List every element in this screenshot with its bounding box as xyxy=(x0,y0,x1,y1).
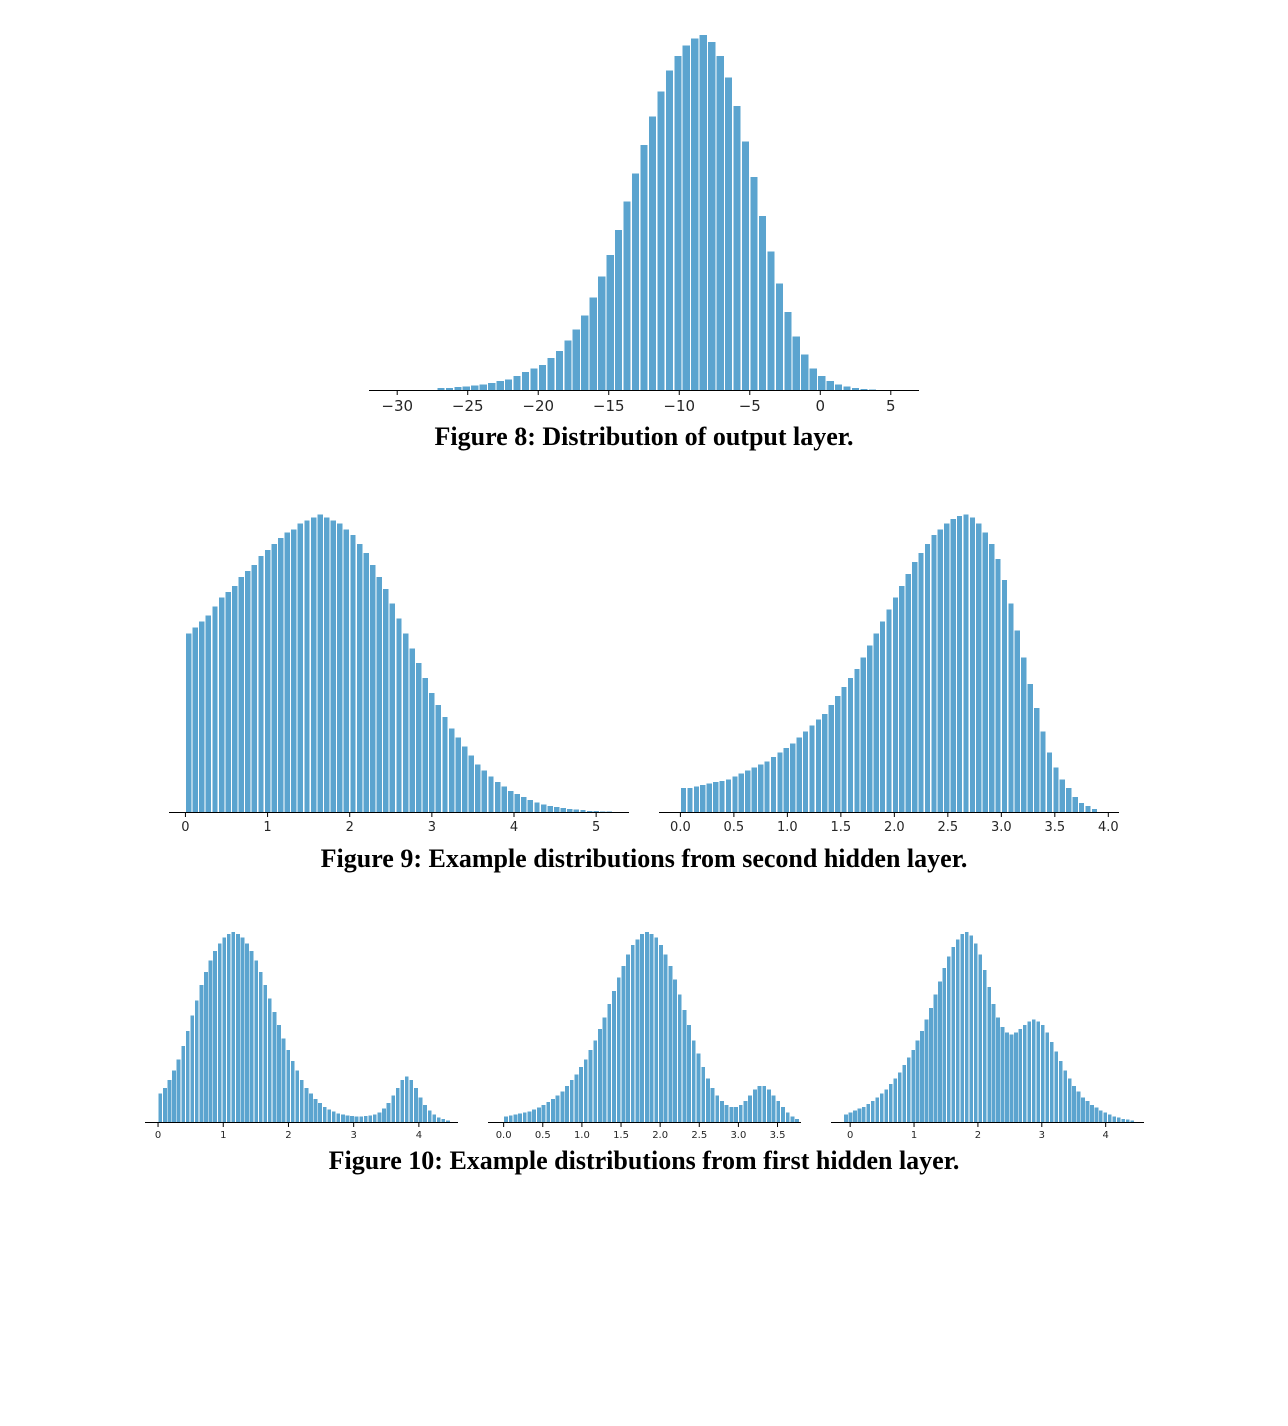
svg-text:0.5: 0.5 xyxy=(724,820,745,835)
figure-8-caption: Figure 8: Distribution of output layer. xyxy=(20,422,1268,452)
svg-text:−25: −25 xyxy=(452,397,484,415)
chart-fig8: −30 −25 −20 −15 −10 −5 0 5 xyxy=(359,20,929,420)
svg-text:1: 1 xyxy=(263,820,271,835)
svg-text:1.5: 1.5 xyxy=(831,820,852,835)
chart-fig10-right: 0 1 2 3 4 xyxy=(821,924,1154,1144)
chart-fig9-left: 0 1 2 3 4 5 xyxy=(159,502,639,842)
svg-text:5: 5 xyxy=(886,397,896,415)
svg-text:2.5: 2.5 xyxy=(691,1130,707,1141)
svg-text:−5: −5 xyxy=(739,397,761,415)
svg-text:0: 0 xyxy=(154,1130,160,1141)
svg-text:2: 2 xyxy=(974,1130,980,1141)
svg-text:2.0: 2.0 xyxy=(884,820,905,835)
chart-fig10-mid: 0.0 0.5 1.0 1.5 2.0 2.5 3.0 3.5 xyxy=(478,924,811,1144)
svg-text:1: 1 xyxy=(910,1130,916,1141)
svg-text:3: 3 xyxy=(1038,1130,1044,1141)
svg-text:3.0: 3.0 xyxy=(730,1130,746,1141)
chart-fig10-left: 0 1 2 3 4 xyxy=(135,924,468,1144)
figure-9-caption: Figure 9: Example distributions from sec… xyxy=(20,844,1268,874)
svg-text:3.0: 3.0 xyxy=(991,820,1012,835)
svg-text:0: 0 xyxy=(181,820,189,835)
svg-text:−20: −20 xyxy=(522,397,554,415)
svg-text:5: 5 xyxy=(592,820,600,835)
svg-text:0.0: 0.0 xyxy=(670,820,691,835)
figure-9-charts: 0 1 2 3 4 5 0.0 0.5 1.0 1.5 2.0 2.5 3.0 3.5 4.0 xyxy=(20,502,1268,842)
svg-text:2.5: 2.5 xyxy=(937,820,958,835)
svg-text:1.0: 1.0 xyxy=(777,820,798,835)
figure-8-charts: −30 −25 −20 −15 −10 −5 0 5 xyxy=(20,20,1268,420)
svg-text:2: 2 xyxy=(285,1130,291,1141)
svg-text:0: 0 xyxy=(816,397,826,415)
svg-text:4: 4 xyxy=(1102,1130,1108,1141)
svg-text:3.5: 3.5 xyxy=(1044,820,1065,835)
svg-text:1.5: 1.5 xyxy=(613,1130,629,1141)
svg-text:4: 4 xyxy=(510,820,518,835)
svg-text:0.0: 0.0 xyxy=(495,1130,511,1141)
svg-text:3: 3 xyxy=(350,1130,356,1141)
svg-text:0.5: 0.5 xyxy=(534,1130,550,1141)
chart-fig9-right: 0.0 0.5 1.0 1.5 2.0 2.5 3.0 3.5 4.0 xyxy=(649,502,1129,842)
svg-text:3: 3 xyxy=(428,820,436,835)
figure-10-caption: Figure 10: Example distributions from fi… xyxy=(20,1146,1268,1176)
figure-10-charts: 0 1 2 3 4 0.0 0.5 1.0 1.5 2.0 2.5 3.0 3.5 0 1 2 3 4 xyxy=(20,924,1268,1144)
svg-text:2.0: 2.0 xyxy=(652,1130,668,1141)
svg-text:0: 0 xyxy=(846,1130,852,1141)
svg-text:1: 1 xyxy=(220,1130,226,1141)
svg-text:−10: −10 xyxy=(663,397,695,415)
svg-text:−15: −15 xyxy=(593,397,625,415)
svg-text:4: 4 xyxy=(415,1130,421,1141)
svg-text:3.5: 3.5 xyxy=(769,1130,785,1141)
figure-8: −30 −25 −20 −15 −10 −5 0 5 Figure 8: Distributi… xyxy=(20,20,1268,452)
svg-text:1.0: 1.0 xyxy=(573,1130,589,1141)
svg-text:−30: −30 xyxy=(381,397,413,415)
svg-text:2: 2 xyxy=(346,820,354,835)
svg-text:4.0: 4.0 xyxy=(1098,820,1119,835)
figure-9: 0 1 2 3 4 5 0.0 0.5 1.0 1.5 2.0 2.5 3.0 3.5 4.0 Figur… xyxy=(20,502,1268,874)
figure-10: 0 1 2 3 4 0.0 0.5 1.0 1.5 2.0 2.5 3.0 3.5 0 1 2 3 4 Fig… xyxy=(20,924,1268,1176)
